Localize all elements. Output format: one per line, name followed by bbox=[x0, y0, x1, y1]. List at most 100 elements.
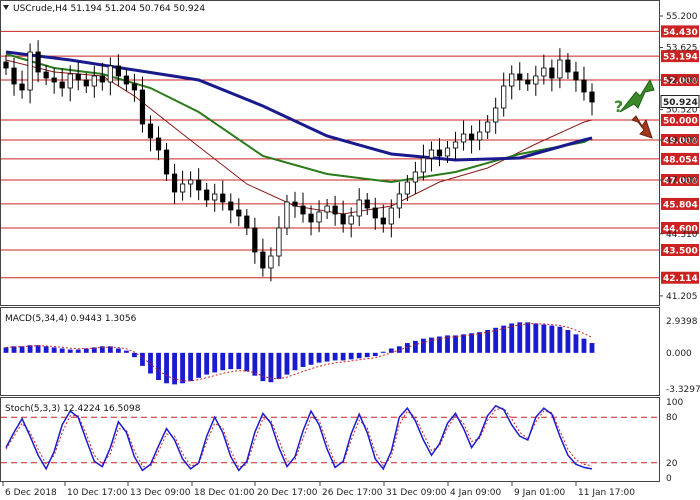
macd-bar bbox=[244, 352, 250, 372]
macd-bar bbox=[292, 352, 298, 371]
macd-bar bbox=[83, 348, 89, 353]
macd-bar bbox=[429, 337, 434, 353]
candle-body bbox=[59, 81, 65, 89]
macd-bar bbox=[59, 348, 65, 353]
price-tick-label-5: 47.000 bbox=[666, 176, 698, 186]
candle-body bbox=[131, 83, 138, 91]
candle-body bbox=[196, 179, 202, 191]
level-tag-9 bbox=[661, 244, 699, 256]
candle-body bbox=[493, 107, 499, 123]
candle-body bbox=[27, 51, 33, 91]
level-label-10: 42.114 bbox=[663, 274, 698, 284]
candle-body bbox=[348, 215, 354, 225]
level-label-5: 48.054 bbox=[663, 155, 698, 165]
current-price-label: 50.924 bbox=[663, 98, 698, 108]
level-tag-10 bbox=[661, 271, 699, 284]
candle-body bbox=[477, 131, 483, 141]
x-tick-label-4: 20 Dec 17:00 bbox=[257, 488, 318, 498]
macd-signal-line bbox=[5, 323, 593, 382]
candle-body bbox=[517, 73, 523, 81]
price-tick-label-0: 55.200 bbox=[666, 12, 698, 22]
candle-body bbox=[292, 201, 298, 207]
candle-body bbox=[236, 209, 242, 217]
macd-bar bbox=[284, 352, 290, 375]
candle-body bbox=[43, 71, 49, 79]
price-tick-label-1: 53.625 bbox=[666, 44, 698, 54]
x-tick-label-5: 26 Dec 17:00 bbox=[322, 488, 383, 498]
question-mark-icon: ? bbox=[614, 97, 623, 116]
candle-body bbox=[252, 227, 258, 253]
candle-body bbox=[75, 73, 81, 81]
candle-body bbox=[468, 133, 475, 141]
forecast-down-arrow-icon bbox=[631, 115, 653, 139]
level-label-1: 53.194 bbox=[663, 53, 698, 63]
price-tick-label-2: 52.000 bbox=[666, 76, 698, 86]
level-tag-4 bbox=[661, 134, 699, 146]
macd-bar bbox=[437, 336, 442, 353]
level-tag-0 bbox=[661, 25, 699, 38]
stoch-panel bbox=[0, 397, 660, 482]
macd-bar bbox=[196, 352, 202, 378]
candle-body bbox=[204, 189, 210, 201]
macd-bar bbox=[132, 352, 137, 358]
macd-bar bbox=[308, 352, 314, 365]
macd-bar bbox=[140, 352, 145, 366]
candle-body bbox=[324, 205, 330, 213]
macd-bar bbox=[260, 352, 266, 382]
macd-title: MACD(5,34,4) 0.9443 1.3056 bbox=[5, 314, 137, 324]
macd-bar bbox=[27, 345, 33, 353]
macd-bar bbox=[212, 352, 218, 373]
stoch-k-line bbox=[5, 404, 593, 472]
candle-body bbox=[99, 75, 105, 83]
macd-bar bbox=[332, 352, 338, 361]
macd-bar bbox=[421, 338, 426, 353]
macd-bar bbox=[300, 352, 306, 367]
candle-body bbox=[364, 199, 370, 209]
stoch-tick-label-0: 100 bbox=[666, 398, 683, 408]
candle-body bbox=[308, 213, 314, 223]
candle-body bbox=[51, 77, 57, 83]
candle-body bbox=[581, 79, 587, 93]
level-label-8: 44.600 bbox=[663, 225, 698, 235]
macd-bar bbox=[557, 326, 563, 353]
macd-bar bbox=[228, 352, 234, 370]
symbol-label: USCrude,H4 51.194 51.204 50.764 50.924 bbox=[13, 4, 205, 14]
x-tick-label-7: 4 Jan 09:00 bbox=[450, 488, 502, 498]
level-label-0: 54.430 bbox=[663, 28, 698, 38]
level-tag-2 bbox=[661, 74, 699, 86]
price-tick-label-3: 50.520 bbox=[666, 106, 698, 116]
macd-bar bbox=[252, 352, 258, 376]
x-tick-label-1: 10 Dec 17:00 bbox=[67, 488, 128, 498]
macd-bar bbox=[188, 352, 194, 382]
candle-body bbox=[404, 181, 410, 195]
macd-bar bbox=[180, 352, 186, 384]
candle-body bbox=[91, 75, 97, 87]
macd-bar bbox=[445, 335, 450, 353]
price-tick-label-7: 41.205 bbox=[666, 292, 698, 302]
candle-body bbox=[212, 193, 218, 201]
candle-body bbox=[83, 79, 89, 87]
x-tick-label-0: 6 Dec 2018 bbox=[5, 488, 57, 498]
macd-bar bbox=[348, 352, 354, 360]
candle-body bbox=[220, 193, 226, 203]
macd-bar bbox=[501, 325, 507, 353]
candle-body bbox=[268, 255, 274, 269]
macd-bar bbox=[461, 334, 466, 353]
candle-body bbox=[460, 133, 467, 143]
level-label-7: 45.804 bbox=[663, 200, 698, 210]
level-tag-8 bbox=[661, 222, 699, 234]
ma-blue-line bbox=[5, 50, 593, 162]
macd-bar bbox=[541, 324, 547, 353]
candle-body bbox=[573, 71, 579, 81]
macd-bar bbox=[493, 327, 499, 353]
macd-bar bbox=[485, 329, 491, 353]
candle-body bbox=[244, 215, 250, 229]
macd-bar bbox=[404, 343, 410, 353]
candle-body bbox=[557, 59, 563, 79]
candle-body bbox=[420, 157, 427, 173]
macd-bar bbox=[124, 350, 129, 353]
candle-body bbox=[123, 75, 130, 85]
macd-bar bbox=[372, 352, 378, 357]
candle-body bbox=[388, 207, 394, 225]
candle-body bbox=[19, 83, 25, 91]
